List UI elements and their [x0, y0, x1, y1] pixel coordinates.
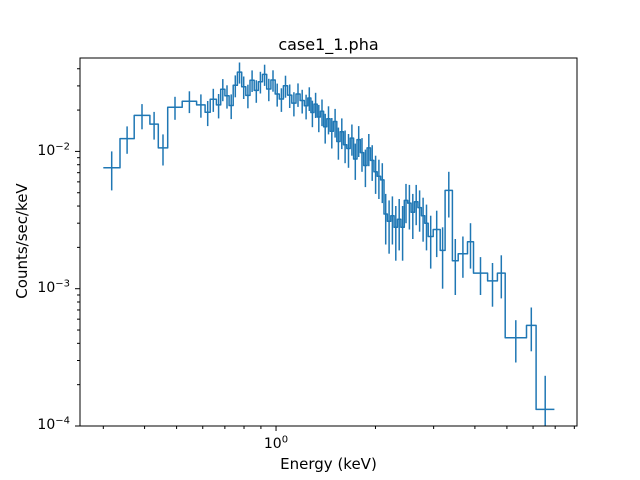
- spectrum-step-line: [103, 71, 555, 411]
- x-tick-label-1e0: 100: [246, 434, 306, 453]
- y-tick-label-1e-2: 10−2: [6, 141, 70, 160]
- y-axis-label: Counts/sec/keV: [13, 183, 31, 299]
- axes-frame: [79, 57, 578, 427]
- tick-exponent: −3: [55, 278, 70, 290]
- tick-mantissa: 10: [37, 143, 56, 159]
- spectrum-series: [103, 62, 555, 426]
- tick-exponent: 0: [281, 434, 289, 446]
- x-axis-label: Energy (keV): [280, 455, 377, 473]
- y-tick-label-1e-4: 10−4: [6, 415, 70, 434]
- tick-exponent: −2: [55, 141, 70, 153]
- plot-title: case1_1.pha: [278, 35, 379, 54]
- tick-exponent: −4: [55, 415, 70, 427]
- tick-mantissa: 10: [37, 417, 56, 433]
- y-tick-label-1e-3: 10−3: [6, 278, 70, 297]
- tick-mantissa: 10: [37, 280, 56, 296]
- tick-mantissa: 10: [263, 436, 282, 452]
